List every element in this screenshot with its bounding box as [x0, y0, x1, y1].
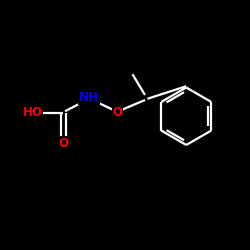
Text: NH: NH [79, 91, 99, 104]
Text: HO: HO [22, 106, 42, 119]
Text: O: O [59, 137, 69, 150]
Text: O: O [112, 106, 122, 119]
